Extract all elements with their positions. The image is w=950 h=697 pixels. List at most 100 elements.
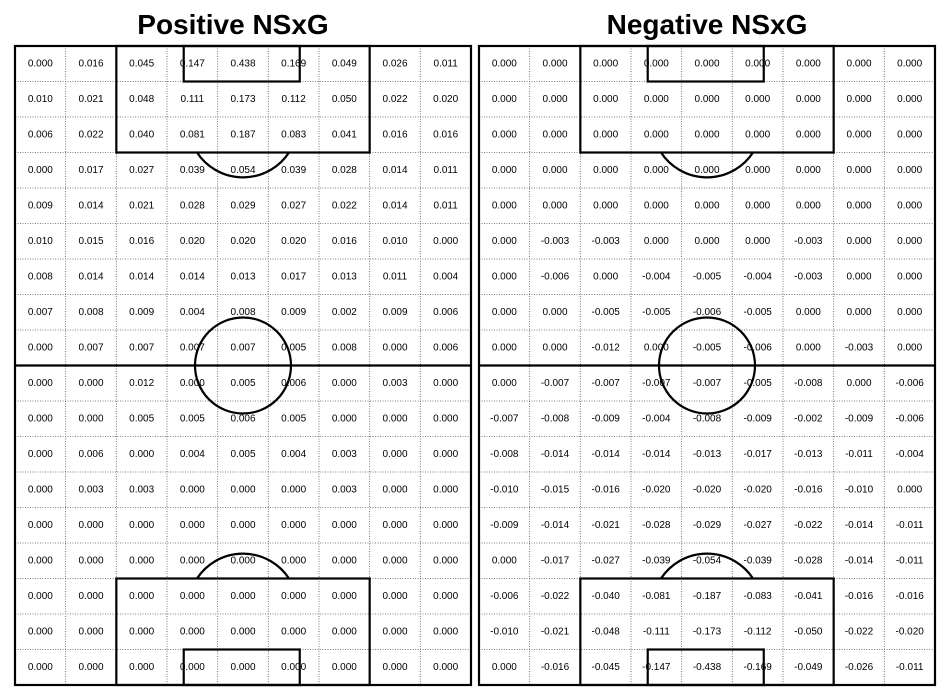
penalty-arc xyxy=(196,151,290,179)
cell-value: 0.007 xyxy=(129,342,154,353)
cell-value: -0.039 xyxy=(642,555,671,566)
cell-value: 0.000 xyxy=(593,165,618,176)
cell-value: -0.081 xyxy=(642,591,671,602)
cell-value: 0.054 xyxy=(230,165,255,176)
cell-value: 0.000 xyxy=(281,591,306,602)
cell-value: 0.000 xyxy=(644,129,669,140)
cell-value: -0.039 xyxy=(743,555,772,566)
cell-value: 0.000 xyxy=(745,94,770,105)
cell-value: 0.000 xyxy=(180,626,205,637)
cell-value: 0.039 xyxy=(281,165,306,176)
cell-value: 0.003 xyxy=(129,484,154,495)
cell-value: 0.006 xyxy=(433,307,458,318)
cell-value: 0.000 xyxy=(897,307,922,318)
cell-value: -0.169 xyxy=(743,662,772,673)
cell-value: 0.000 xyxy=(433,449,458,460)
cell-value: 0.000 xyxy=(129,626,154,637)
cell-value: -0.014 xyxy=(541,449,570,460)
cell-value: 0.011 xyxy=(434,200,459,211)
cell-value: -0.112 xyxy=(744,626,772,637)
cell-value: -0.016 xyxy=(895,591,924,602)
cell-value: 0.005 xyxy=(129,413,154,424)
cell-value: -0.011 xyxy=(896,520,924,531)
cell-value: 0.000 xyxy=(644,342,669,353)
cell-value: -0.010 xyxy=(845,484,874,495)
cell-value: 0.000 xyxy=(796,94,821,105)
cell-value: 0.000 xyxy=(332,555,357,566)
cell-value: -0.003 xyxy=(591,236,620,247)
cell-value: 0.000 xyxy=(542,165,567,176)
cell-value: 0.016 xyxy=(332,236,357,247)
cell-value: 0.000 xyxy=(492,165,517,176)
cell-value: 0.005 xyxy=(281,413,306,424)
cell-value: -0.173 xyxy=(693,626,722,637)
cell-value: -0.016 xyxy=(541,662,570,673)
cell-value: 0.000 xyxy=(28,413,53,424)
cell-value: 0.000 xyxy=(846,378,871,389)
six-yard-box xyxy=(646,648,765,687)
cell-value: 0.000 xyxy=(28,626,53,637)
cell-value: 0.010 xyxy=(382,236,407,247)
cell-value: 0.000 xyxy=(382,484,407,495)
cell-value: 0.000 xyxy=(180,555,205,566)
cell-value: -0.007 xyxy=(642,378,671,389)
cell-value: -0.009 xyxy=(743,413,772,424)
cell-value: 0.000 xyxy=(332,378,357,389)
cell-value: -0.050 xyxy=(794,626,823,637)
cell-value: 0.000 xyxy=(78,413,103,424)
cell-value: 0.000 xyxy=(492,58,517,69)
cell-value: 0.006 xyxy=(230,413,255,424)
cell-value: -0.006 xyxy=(895,378,924,389)
cell-value: 0.000 xyxy=(281,555,306,566)
cell-value: 0.006 xyxy=(28,129,53,140)
cell-value: -0.007 xyxy=(541,378,570,389)
cell-value: 0.000 xyxy=(433,484,458,495)
cell-value: 0.000 xyxy=(846,271,871,282)
cell-value: 0.039 xyxy=(180,165,205,176)
cell-value: 0.000 xyxy=(492,378,517,389)
cell-value: 0.027 xyxy=(129,165,154,176)
cell-value: 0.000 xyxy=(897,236,922,247)
cell-value: 0.000 xyxy=(542,200,567,211)
cell-value: 0.000 xyxy=(644,200,669,211)
cell-value: 0.000 xyxy=(745,165,770,176)
cell-value: -0.014 xyxy=(642,449,671,460)
cell-value: 0.000 xyxy=(644,165,669,176)
cell-value: -0.040 xyxy=(591,591,620,602)
cell-value: 0.000 xyxy=(796,342,821,353)
cell-value: 0.000 xyxy=(897,58,922,69)
cell-value: 0.000 xyxy=(433,662,458,673)
cell-value: 0.000 xyxy=(230,626,255,637)
six-yard-box xyxy=(182,44,301,83)
cell-value: 0.000 xyxy=(846,94,871,105)
cell-value: 0.112 xyxy=(282,94,307,105)
cell-value: 0.017 xyxy=(78,165,103,176)
cell-value: 0.000 xyxy=(897,484,922,495)
cell-value: -0.011 xyxy=(896,662,924,673)
cell-value: 0.004 xyxy=(180,449,205,460)
cell-value: 0.000 xyxy=(129,449,154,460)
cell-value: 0.000 xyxy=(78,591,103,602)
cell-value: -0.029 xyxy=(693,520,722,531)
cell-value: 0.000 xyxy=(78,626,103,637)
cell-value: -0.022 xyxy=(794,520,823,531)
cell-value: 0.000 xyxy=(78,378,103,389)
cell-value: -0.009 xyxy=(845,413,874,424)
cell-value: 0.028 xyxy=(180,200,205,211)
cell-value: 0.000 xyxy=(492,271,517,282)
cell-value: -0.048 xyxy=(591,626,620,637)
cell-value: 0.022 xyxy=(382,94,407,105)
cell-value: 0.020 xyxy=(281,236,306,247)
cell-value: -0.028 xyxy=(794,555,823,566)
cell-value: 0.000 xyxy=(492,94,517,105)
cell-value: 0.000 xyxy=(28,484,53,495)
cell-value: 0.011 xyxy=(434,58,459,69)
cell-value: 0.000 xyxy=(644,236,669,247)
cell-value: -0.022 xyxy=(845,626,874,637)
six-yard-box xyxy=(646,44,765,83)
cell-value: 0.003 xyxy=(332,484,357,495)
cell-value: -0.021 xyxy=(541,626,570,637)
cell-value: 0.000 xyxy=(281,520,306,531)
cell-value: 0.000 xyxy=(492,342,517,353)
cell-value: 0.000 xyxy=(745,236,770,247)
